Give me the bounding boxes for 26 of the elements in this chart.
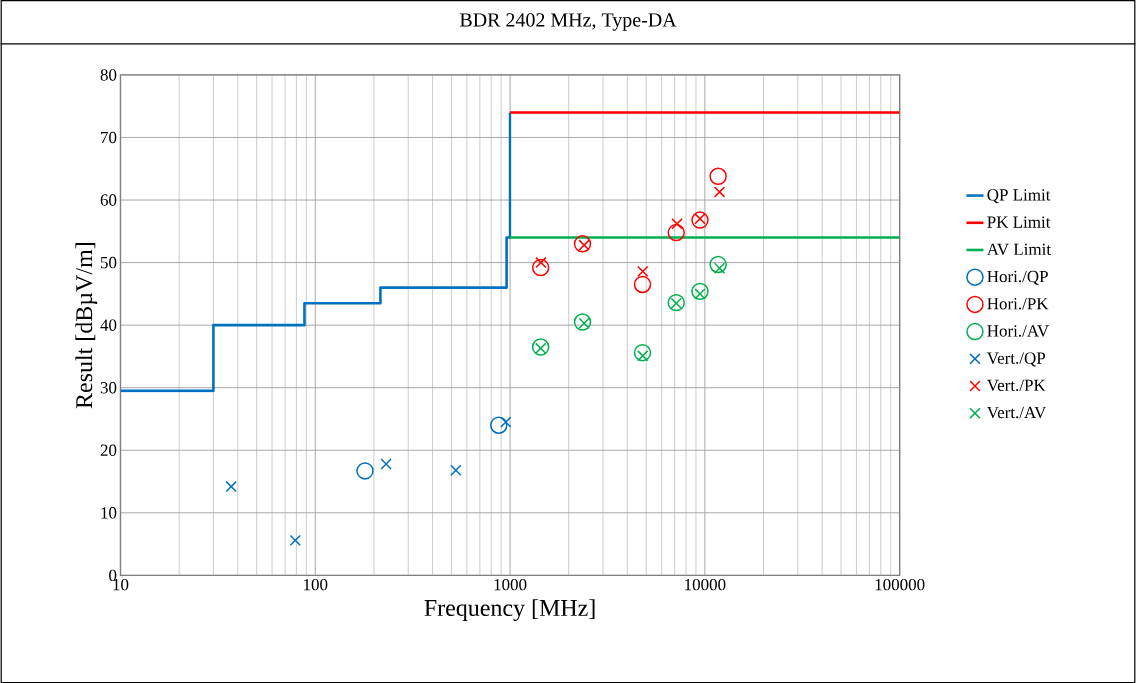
x-tick-label: 100 — [304, 578, 328, 591]
y-tick-label: 10 — [101, 506, 117, 519]
y-tick-label: 0 — [109, 569, 117, 581]
legend-label: Vert./QP — [986, 352, 1046, 367]
legend-label: Hori./PK — [987, 297, 1049, 310]
chart-title: BDR 2402 MHz, Type-DA — [459, 13, 677, 31]
y-tick-label: 40 — [100, 319, 117, 331]
legend-label: Vert./PK — [986, 379, 1046, 391]
y-tick-label: 20 — [100, 444, 117, 456]
legend-label: Hori./AV — [987, 325, 1050, 337]
y-tick-label: 30 — [100, 381, 117, 394]
legend-label: AV Limit — [986, 243, 1051, 255]
x-axis-title: Frequency [MHz] — [424, 599, 595, 621]
y-tick-label: 50 — [100, 256, 117, 269]
y-tick-label: 80 — [100, 69, 117, 81]
x-tick-label: 10 — [113, 578, 129, 591]
x-tick-label: 10000 — [685, 578, 726, 591]
y-tick-label: 60 — [100, 194, 117, 206]
x-tick-label: 100000 — [875, 578, 925, 591]
legend-label: QP Limit — [987, 189, 1051, 204]
y-tick-label: 70 — [101, 131, 117, 144]
legend-label: Hori./QP — [987, 270, 1048, 285]
x-tick-label: 1000 — [494, 578, 527, 591]
legend-label: Vert./AV — [986, 406, 1047, 419]
y-axis-title: Result [dBµV/m] — [75, 242, 98, 409]
legend-label: PK Limit — [987, 216, 1051, 228]
